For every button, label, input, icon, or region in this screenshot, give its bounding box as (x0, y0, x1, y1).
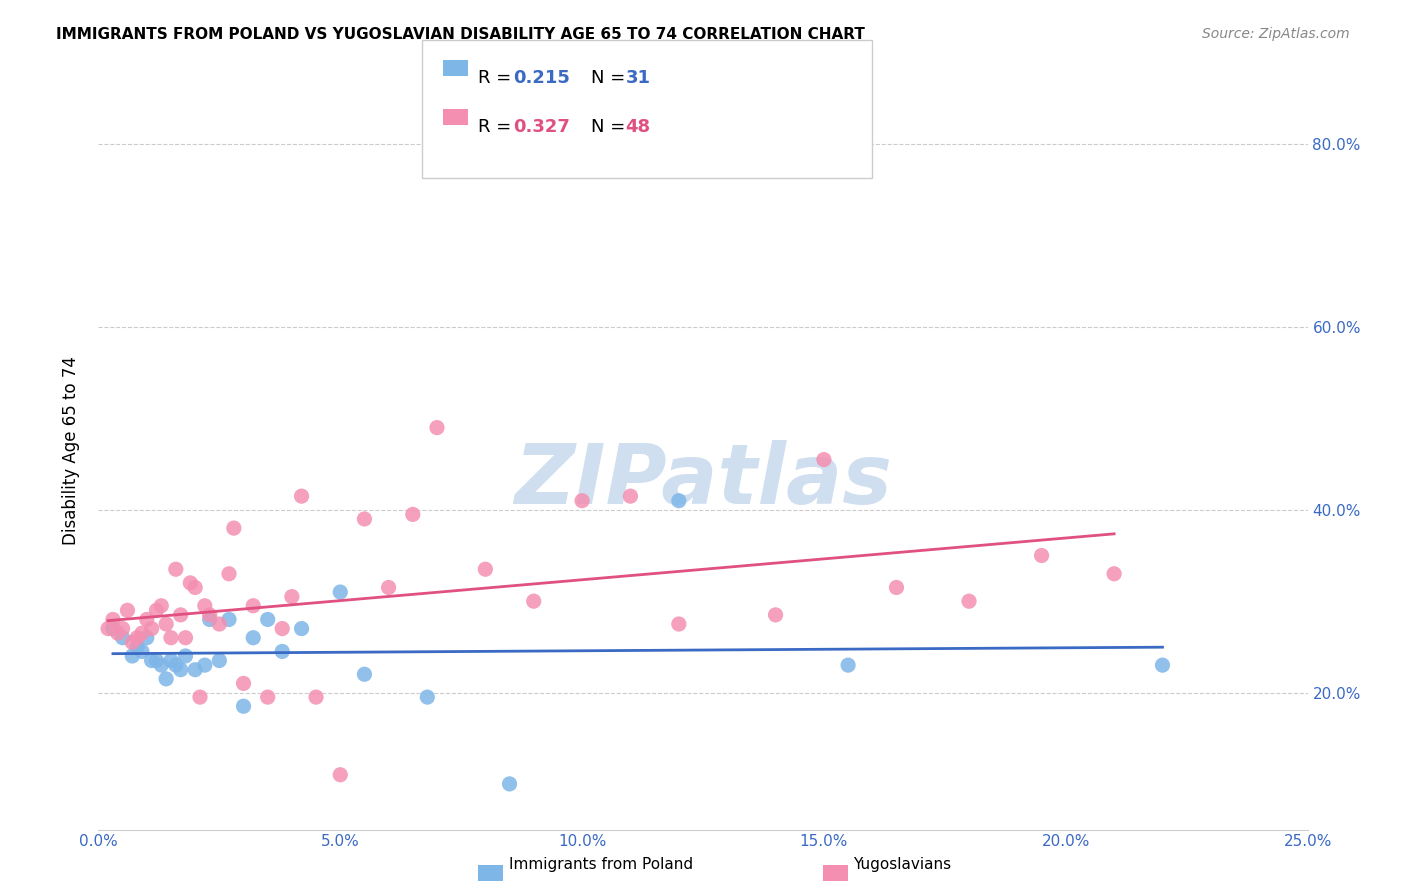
Point (198, 612, 221, 626)
Point (256, 612, 278, 626)
Point (160, 631, 183, 645)
Point (271, 644, 294, 658)
Point (165, 658, 187, 673)
Point (1031, 549, 1053, 563)
Point (107, 626, 129, 640)
Point (188, 690, 211, 705)
Point (290, 489, 312, 503)
Text: 0.215: 0.215 (513, 69, 569, 87)
Point (194, 658, 217, 673)
Point (402, 508, 425, 522)
Text: Yugoslavians: Yugoslavians (853, 857, 952, 872)
Point (174, 648, 197, 663)
Text: 0.327: 0.327 (513, 118, 569, 136)
Point (169, 607, 191, 622)
Point (208, 617, 231, 632)
Point (208, 654, 231, 668)
Point (813, 452, 835, 467)
Text: 48: 48 (626, 118, 651, 136)
Point (117, 603, 139, 617)
Point (179, 575, 201, 590)
Point (155, 617, 177, 632)
Point (232, 699, 254, 714)
Point (127, 631, 149, 645)
Point (416, 690, 439, 705)
Point (131, 626, 153, 640)
Point (353, 667, 375, 681)
Text: IMMIGRANTS FROM POLAND VS YUGOSLAVIAN DISABILITY AGE 65 TO 74 CORRELATION CHART: IMMIGRANTS FROM POLAND VS YUGOSLAVIAN DI… (56, 27, 865, 42)
Point (305, 690, 328, 705)
Point (169, 663, 191, 677)
Text: 31: 31 (626, 69, 651, 87)
Point (145, 603, 167, 617)
Point (218, 566, 240, 581)
Point (194, 599, 217, 613)
Point (668, 617, 690, 632)
Point (121, 648, 143, 663)
Point (271, 622, 294, 636)
Point (290, 622, 312, 636)
Point (198, 607, 221, 622)
Point (619, 489, 641, 503)
Point (150, 599, 173, 613)
Point (377, 581, 399, 595)
Point (135, 612, 157, 626)
Point (474, 562, 496, 576)
Point (232, 676, 254, 690)
Point (281, 590, 304, 604)
Point (165, 562, 187, 576)
Point (160, 654, 183, 668)
Point (145, 654, 167, 668)
Text: R =: R = (478, 118, 517, 136)
Point (353, 512, 375, 526)
Point (174, 631, 197, 645)
Y-axis label: Disability Age 65 to 74: Disability Age 65 to 74 (62, 356, 80, 545)
Point (155, 672, 177, 686)
Point (498, 777, 520, 791)
Point (668, 493, 690, 508)
Point (242, 599, 264, 613)
Point (523, 594, 546, 608)
Point (222, 521, 245, 535)
Point (135, 631, 157, 645)
Point (141, 622, 163, 636)
Text: Immigrants from Poland: Immigrants from Poland (509, 857, 693, 872)
Point (141, 654, 163, 668)
Point (1102, 566, 1125, 581)
Point (256, 690, 278, 705)
Point (101, 612, 124, 626)
Text: Source: ZipAtlas.com: Source: ZipAtlas.com (1202, 27, 1350, 41)
Point (218, 612, 240, 626)
Point (242, 631, 264, 645)
Point (127, 640, 149, 654)
Point (957, 594, 980, 608)
Point (329, 768, 352, 782)
Point (184, 663, 207, 677)
Point (329, 585, 352, 599)
Point (101, 622, 124, 636)
Point (1152, 658, 1174, 673)
Point (97, 622, 120, 636)
Point (837, 658, 859, 673)
Point (426, 420, 449, 434)
Point (111, 631, 134, 645)
Text: ZIPatlas: ZIPatlas (515, 441, 891, 521)
Point (184, 581, 207, 595)
Text: R =: R = (478, 69, 517, 87)
Text: N =: N = (591, 69, 630, 87)
Point (131, 644, 153, 658)
Point (121, 635, 143, 649)
Point (765, 607, 787, 622)
Point (111, 622, 134, 636)
Point (886, 581, 908, 595)
Point (150, 658, 173, 673)
Text: N =: N = (591, 118, 630, 136)
Point (571, 493, 593, 508)
